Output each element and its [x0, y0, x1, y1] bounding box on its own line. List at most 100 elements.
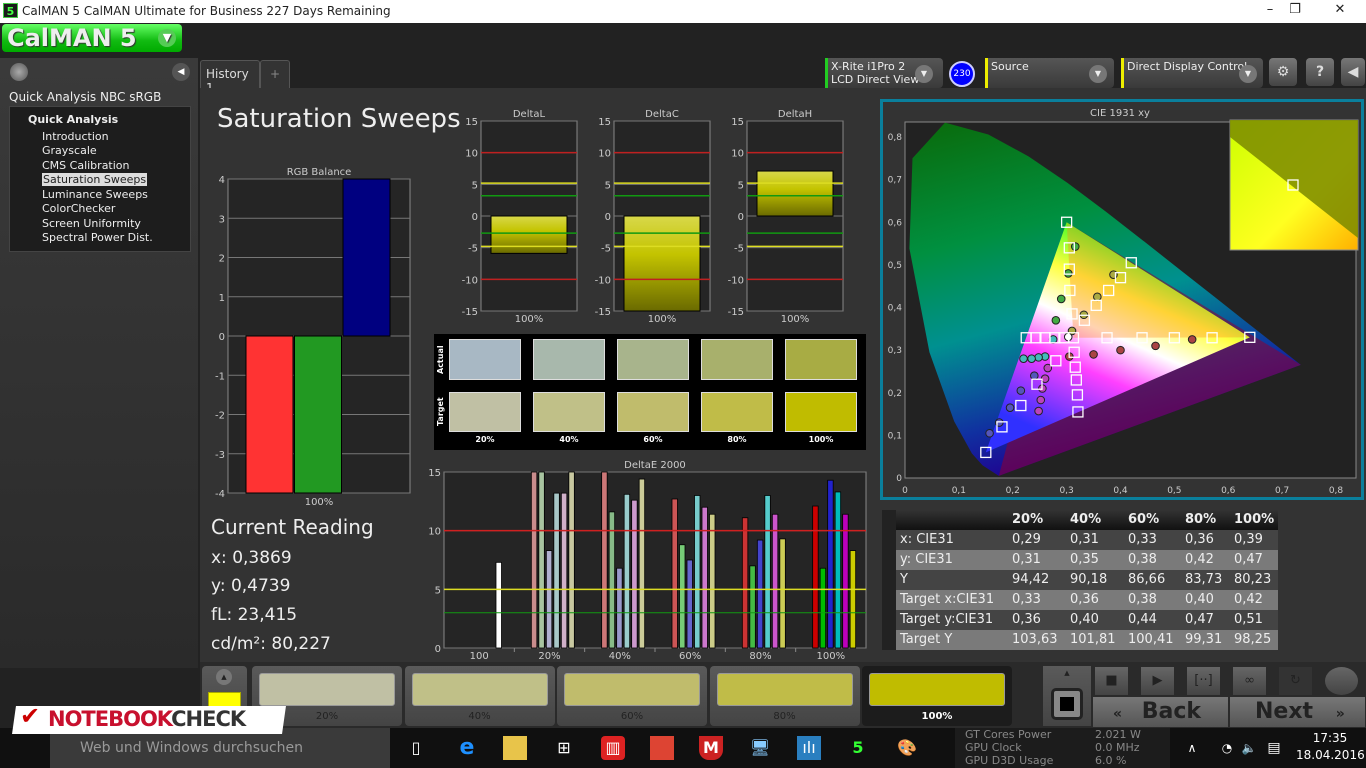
target-square [1020, 332, 1032, 344]
step-button-60pct[interactable]: 60% [557, 666, 707, 726]
close-button[interactable]: ✕ [1334, 2, 1346, 17]
app-icon-red[interactable] [650, 736, 674, 760]
paint-icon[interactable]: 🎨 [897, 738, 917, 757]
row-selector[interactable] [882, 630, 896, 650]
deltae-y-tick: 15 [428, 468, 441, 479]
target-label: Target [436, 397, 445, 427]
table-cell: x: CIE31 [900, 532, 954, 547]
play-icon[interactable]: ▶ [1141, 667, 1174, 695]
step-button-40pct[interactable]: 40% [404, 666, 555, 726]
tree-item-cms-calibration[interactable]: CMS Calibration [42, 159, 130, 172]
row-selector[interactable] [882, 590, 896, 610]
table-row: Target y:CIE31 0,36 0,40 0,44 0,47 0,51 [882, 610, 1278, 630]
settings-gear-icon[interactable]: ⚙ [1269, 58, 1297, 86]
calman-taskbar-icon[interactable]: 5 [852, 738, 864, 757]
row-selector[interactable] [882, 570, 896, 590]
cie-x-tick: 0,8 [1329, 486, 1344, 496]
help-icon[interactable]: ? [1306, 58, 1334, 86]
table-cell: 0,35 [1070, 552, 1099, 567]
wifi-icon[interactable]: ◔ [1221, 741, 1233, 755]
deltaH-bar [756, 170, 834, 217]
actual-swatch [617, 339, 689, 380]
table-cell: Y [900, 572, 908, 587]
tree-item-introduction[interactable]: Introduction [42, 130, 109, 143]
mcafee-icon[interactable]: M [699, 736, 723, 760]
gt-cores-power-label: GT Cores Power [965, 728, 1052, 741]
clock-date[interactable]: 18.04.2016 [1296, 748, 1365, 762]
deltaH-y-tick: 0 [738, 212, 744, 223]
search-box[interactable]: Web und Windows durchsuchen [50, 728, 390, 768]
deltaL-title: DeltaL [513, 109, 546, 120]
step-button-20pct[interactable]: 20% [252, 666, 402, 726]
row-selector[interactable] [882, 550, 896, 570]
tree-item-saturation-sweeps[interactable]: Saturation Sweeps [42, 173, 148, 186]
deltaH-y-tick: -10 [728, 275, 744, 286]
stop-panel: ▲ [1043, 666, 1091, 726]
collapse-right-icon[interactable]: ◀ [1341, 58, 1365, 86]
record-icon[interactable] [1325, 667, 1358, 695]
row-selector[interactable] [882, 510, 896, 530]
tree-item-screen-uniformity[interactable]: Screen Uniformity [42, 217, 141, 230]
hwinfo-icon[interactable]: ılı [797, 736, 821, 760]
arrow-up-icon[interactable]: ▲ [216, 669, 232, 685]
deltae-bar [553, 492, 560, 649]
step-button-100pct[interactable]: 100% [862, 666, 1012, 726]
tree-item-grayscale[interactable]: Grayscale [42, 144, 97, 157]
tree-item-spectral-power[interactable]: Spectral Power Dist. [42, 231, 153, 244]
deltae-y-tick: 5 [435, 585, 441, 596]
minimize-button[interactable]: – [1266, 2, 1274, 17]
cie-y-tick: 0,4 [888, 304, 903, 314]
next-button[interactable]: Next » [1230, 697, 1365, 727]
tree-root[interactable]: Quick Analysis [28, 113, 119, 126]
read-series-icon[interactable]: [··] [1187, 667, 1220, 695]
add-tab-button[interactable]: + [260, 60, 290, 88]
tray-chevron-icon[interactable]: ∧ [1187, 741, 1197, 755]
table-cell: 80,23 [1234, 572, 1272, 587]
deltae-x-label: 80% [749, 651, 771, 662]
reader-icon[interactable]: ▥ [601, 736, 625, 760]
display-control-selector[interactable]: Direct Display Control ▼ [1121, 58, 1263, 88]
meter-selector[interactable]: X-Rite i1Pro 2 LCD Direct View ▼ [825, 58, 943, 88]
volume-icon[interactable]: 🔈 [1241, 741, 1257, 755]
arrow-up-icon[interactable]: ▲ [1064, 669, 1070, 677]
sidebar-pin-icon[interactable] [10, 63, 28, 81]
stop-measure-button[interactable] [1051, 688, 1083, 720]
notebookcheck-watermark: ✔ NOTEBOOKCHECK [12, 700, 294, 736]
measured-point [1089, 350, 1098, 359]
stop-icon[interactable]: ■ [1095, 667, 1128, 695]
file-explorer-icon[interactable] [503, 736, 527, 760]
calman-menu-button[interactable]: CalMAN 5 ▼ [2, 24, 182, 52]
rgb-bar-green [294, 335, 342, 494]
notification-icon[interactable]: ▤ [1267, 740, 1281, 756]
step-button-80pct[interactable]: 80% [709, 666, 860, 726]
cie-1931-chart[interactable]: CIE 1931 xy 0 0,1 0,2 0,3 0,4 0,5 0,6 0,7 0,8 0 0,1… [883, 102, 1361, 497]
task-view-icon[interactable]: ▯ [411, 738, 421, 757]
column-header: 40% [1070, 512, 1102, 527]
collapse-sidebar-icon[interactable]: ◀ [172, 63, 190, 81]
continuous-icon[interactable]: ∞ [1233, 667, 1266, 695]
clock-time[interactable]: 17:35 [1312, 731, 1348, 745]
row-selector[interactable] [882, 610, 896, 630]
tree-item-luminance-sweeps[interactable]: Luminance Sweeps [42, 188, 148, 201]
table-cell: Target Y [900, 632, 953, 647]
target-swatch [533, 392, 605, 432]
row-selector[interactable] [882, 530, 896, 550]
source-selector[interactable]: Source ▼ [985, 58, 1114, 88]
refresh-icon[interactable]: ↻ [1279, 667, 1312, 695]
tree-item-colorchecker[interactable]: ColorChecker [42, 202, 116, 215]
edge-icon[interactable]: e [459, 735, 475, 760]
maximize-button[interactable]: ❐ [1289, 2, 1301, 17]
back-button[interactable]: « Back [1093, 697, 1228, 727]
deltaC-bar [623, 215, 701, 312]
table-cell: 86,66 [1128, 572, 1166, 587]
rgb-balance-y-tick: 3 [219, 214, 225, 225]
step-label: 20% [315, 711, 339, 722]
swatch-label: 100% [808, 435, 834, 444]
deltaL-y-tick: 10 [465, 149, 478, 160]
rgb-balance-y-tick: -4 [215, 489, 225, 500]
store-icon[interactable]: ⊞ [557, 738, 571, 757]
meter-badge[interactable]: 230 [949, 61, 975, 87]
deltae-bar [679, 544, 686, 649]
resource-monitor-icon[interactable]: 🖥 [749, 738, 771, 757]
chevron-down-icon: ▼ [1089, 65, 1107, 83]
